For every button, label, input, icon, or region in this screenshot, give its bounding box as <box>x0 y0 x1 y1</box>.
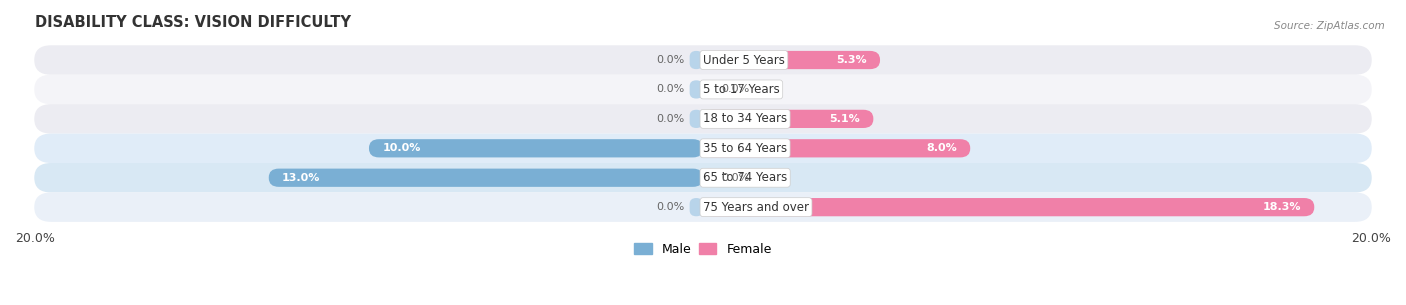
FancyBboxPatch shape <box>269 169 703 187</box>
Text: 0.0%: 0.0% <box>721 84 749 95</box>
FancyBboxPatch shape <box>689 110 703 128</box>
Text: 0.0%: 0.0% <box>721 173 749 183</box>
Text: 13.0%: 13.0% <box>283 173 321 183</box>
Text: 0.0%: 0.0% <box>657 55 685 65</box>
FancyBboxPatch shape <box>703 139 970 157</box>
Legend: Male, Female: Male, Female <box>630 238 776 261</box>
Text: 5 to 17 Years: 5 to 17 Years <box>703 83 780 96</box>
FancyBboxPatch shape <box>703 110 873 128</box>
FancyBboxPatch shape <box>368 139 703 157</box>
Text: 0.0%: 0.0% <box>657 114 685 124</box>
FancyBboxPatch shape <box>689 51 703 69</box>
FancyBboxPatch shape <box>689 80 703 99</box>
FancyBboxPatch shape <box>34 75 1372 104</box>
Text: 18 to 34 Years: 18 to 34 Years <box>703 112 787 125</box>
Text: 5.1%: 5.1% <box>830 114 860 124</box>
Text: 5.3%: 5.3% <box>837 55 866 65</box>
Text: 35 to 64 Years: 35 to 64 Years <box>703 142 787 155</box>
Text: 18.3%: 18.3% <box>1263 202 1301 212</box>
FancyBboxPatch shape <box>689 198 703 216</box>
Text: 75 Years and over: 75 Years and over <box>703 201 808 214</box>
FancyBboxPatch shape <box>34 163 1372 192</box>
Text: 0.0%: 0.0% <box>657 84 685 95</box>
Text: 8.0%: 8.0% <box>927 143 957 153</box>
FancyBboxPatch shape <box>34 45 1372 75</box>
FancyBboxPatch shape <box>34 192 1372 222</box>
FancyBboxPatch shape <box>34 104 1372 134</box>
FancyBboxPatch shape <box>34 134 1372 163</box>
Text: 10.0%: 10.0% <box>382 143 420 153</box>
Text: 65 to 74 Years: 65 to 74 Years <box>703 171 787 184</box>
Text: Under 5 Years: Under 5 Years <box>703 53 785 66</box>
Text: Source: ZipAtlas.com: Source: ZipAtlas.com <box>1274 21 1385 31</box>
FancyBboxPatch shape <box>703 198 1315 216</box>
FancyBboxPatch shape <box>703 169 717 187</box>
FancyBboxPatch shape <box>703 80 717 99</box>
Text: DISABILITY CLASS: VISION DIFFICULTY: DISABILITY CLASS: VISION DIFFICULTY <box>35 15 352 30</box>
Text: 0.0%: 0.0% <box>657 202 685 212</box>
FancyBboxPatch shape <box>703 51 880 69</box>
